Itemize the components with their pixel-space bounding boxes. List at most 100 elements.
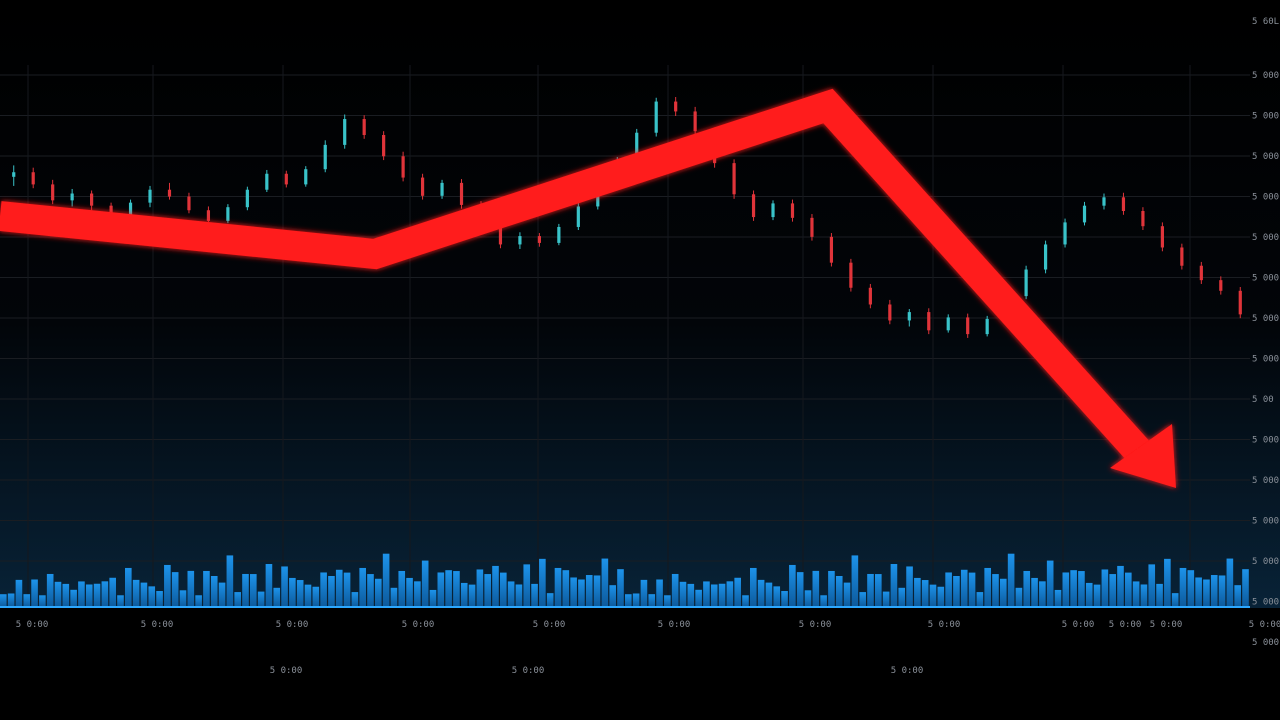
x-tick-label: 5 0:00 <box>276 620 309 630</box>
volume-bar <box>281 566 288 607</box>
volume-bar <box>1007 553 1015 607</box>
candle-body <box>1219 280 1223 291</box>
candle-body <box>1238 290 1242 315</box>
candle-body <box>362 119 366 135</box>
volume-bar <box>289 577 296 607</box>
volume-bar <box>203 570 210 607</box>
volume-bar <box>218 582 226 607</box>
x-tick-label: 5 0:00 <box>16 620 49 630</box>
candlesticks <box>12 97 1242 338</box>
candle-body <box>382 135 386 157</box>
volume-bar <box>609 585 616 607</box>
y-tick-label: 5 000 <box>1252 314 1279 324</box>
x-tick-label-secondary: 5 0:00 <box>270 666 303 676</box>
volume-bar <box>1093 584 1101 607</box>
volume-bar <box>507 581 515 607</box>
volume-bar <box>1140 584 1148 607</box>
y-tick-label: 5 000 <box>1252 476 1279 486</box>
volume-bar <box>1171 593 1179 607</box>
volume-bar <box>375 578 382 607</box>
volume-bar <box>875 574 882 607</box>
volume-bar <box>0 594 7 607</box>
volume-bar <box>335 569 343 607</box>
volume-bar <box>1015 587 1023 607</box>
volume-bar <box>117 595 124 607</box>
volume-bar <box>976 592 984 607</box>
candle-body <box>70 193 74 201</box>
volume-bar <box>898 587 906 607</box>
volume-bar <box>687 583 695 607</box>
candle-body <box>927 312 931 331</box>
volume-bars <box>0 553 1250 608</box>
volume-bar <box>85 584 93 607</box>
volume-bar <box>570 577 577 607</box>
x-tick-label: 5 0:00 <box>1150 620 1183 630</box>
volume-bar <box>171 572 179 607</box>
x-tick-label: 5 0:00 <box>533 620 566 630</box>
volume-bar <box>546 593 554 607</box>
volume-bar <box>179 590 187 607</box>
candle-body <box>31 172 35 185</box>
volume-bar <box>39 595 46 607</box>
volume-bar <box>164 564 171 607</box>
candle-body <box>226 207 230 221</box>
volume-bar <box>296 580 304 607</box>
volume-bar <box>695 589 702 607</box>
volume-bar <box>304 584 312 607</box>
volume-bar <box>476 569 484 607</box>
candle-body <box>537 236 541 243</box>
candle-body <box>498 226 503 245</box>
volume-bar <box>851 555 859 607</box>
candle-body <box>187 196 191 211</box>
volume-bar <box>492 565 499 607</box>
volume-bar <box>703 581 710 607</box>
candle-body <box>1121 197 1126 211</box>
volume-bar <box>132 579 140 607</box>
volume-bar <box>78 581 85 607</box>
volume-bar <box>1242 569 1249 607</box>
volume-bar <box>742 595 749 607</box>
volume-bar <box>789 564 796 607</box>
volume-bar <box>1132 581 1140 607</box>
y-tick-label: 5 000 <box>1252 112 1279 122</box>
volume-bar <box>718 583 726 607</box>
volume-bar <box>328 576 335 607</box>
volume-bar <box>273 587 281 607</box>
candle-body <box>849 262 853 288</box>
y-tick-label: 5 000 <box>1252 638 1279 648</box>
volume-bar <box>984 567 991 607</box>
volume-bar <box>187 570 195 607</box>
x-tick-label: 5 0:00 <box>928 620 961 630</box>
volume-bar <box>429 589 437 607</box>
volume-bar <box>1195 577 1202 607</box>
volume-bar <box>648 594 656 607</box>
volume-bar <box>1070 570 1077 607</box>
volume-bar <box>617 569 624 607</box>
candle-body <box>576 206 580 227</box>
volume-bar <box>585 575 593 607</box>
candle-body <box>304 169 308 185</box>
volume-bar <box>1031 577 1038 607</box>
candle-body <box>557 226 561 243</box>
candle-body <box>109 205 113 216</box>
x-tick-label: 5 0:00 <box>1249 620 1280 630</box>
volume-bar <box>710 584 718 607</box>
volume-bar <box>890 564 898 607</box>
volume-bar <box>640 579 648 607</box>
volume-bar <box>726 581 734 607</box>
volume-bar <box>523 564 531 607</box>
volume-bar <box>70 589 77 607</box>
volume-bar <box>453 571 460 607</box>
volume-baseline <box>0 606 1250 608</box>
x-tick-label: 5 0:00 <box>1062 620 1095 630</box>
volume-bar <box>1234 585 1241 607</box>
candle-body <box>167 189 172 197</box>
volume-bar <box>859 592 866 607</box>
volume-bar <box>93 583 101 607</box>
volume-bar <box>796 572 804 607</box>
volume-bar <box>656 579 663 607</box>
trend-arrow-head <box>1110 424 1176 488</box>
volume-bar <box>757 579 765 607</box>
volume-bar <box>148 586 156 607</box>
